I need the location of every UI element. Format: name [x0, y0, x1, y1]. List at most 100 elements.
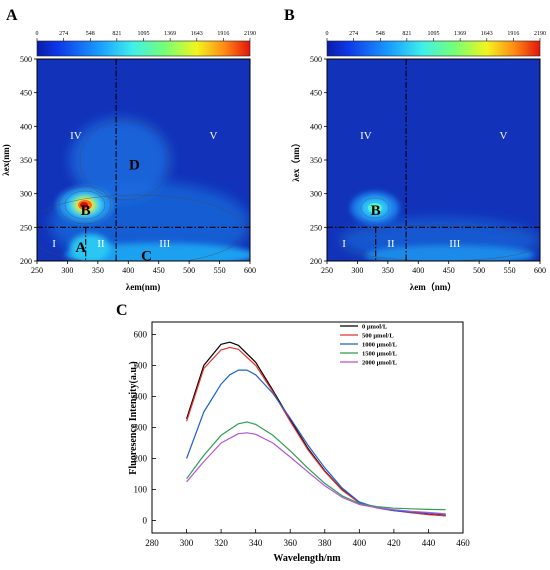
colorbar-tick-label: 2190 — [244, 31, 256, 37]
panel-b-letter: B — [284, 7, 295, 24]
region-label: IV — [70, 130, 82, 142]
series-line-1 — [186, 346, 446, 517]
colorbar-tick-label: 1095 — [428, 31, 440, 37]
series-line-0 — [186, 341, 446, 517]
y-tick-label: 350 — [310, 156, 322, 165]
x-tick-label: 350 — [382, 266, 394, 275]
colorbar-b: 0 274 548 821 1095 1369 1643 1916 2190 — [326, 31, 546, 57]
panel-a-letter: A — [6, 7, 18, 24]
y-tick-label: 200 — [310, 257, 322, 266]
y-tick-label: 100 — [134, 485, 148, 495]
colorbar-tick-label: 1643 — [481, 31, 493, 37]
y-tick-label: 450 — [310, 89, 322, 98]
colorbar-tick-label: 821 — [112, 31, 121, 37]
x-tick-label: 250 — [31, 266, 43, 275]
heatmap-b-divider-lines — [327, 59, 540, 261]
heatmap-b-xlabel: λem（nm） — [410, 282, 456, 292]
x-tick-label: 450 — [153, 266, 165, 275]
peak-label: A — [75, 240, 86, 256]
colorbar-a: 0 274 548 821 1095 1369 1643 1916 2190 — [36, 31, 256, 57]
y-tick-label: 400 — [310, 122, 322, 131]
region-label: II — [387, 238, 395, 250]
legend-label: 2000 μmol/L — [362, 360, 398, 367]
y-tick-label: 500 — [20, 55, 32, 64]
legend-label: 1000 μmol/L — [362, 342, 398, 349]
heatmap-a-ylabel: λex(nm) — [1, 144, 11, 175]
y-tick-label: 200 — [20, 257, 32, 266]
legend-label: 500 μmol/L — [362, 333, 394, 340]
panel-b: B 0 274 548 821 1095 1369 1643 1916 2190 I II IIII… — [284, 7, 546, 292]
region-label: V — [500, 130, 508, 142]
x-tick-label: 600 — [534, 266, 546, 275]
peak-label: C — [141, 248, 152, 264]
region-label: V — [210, 130, 218, 142]
colorbar-tick-label: 0 — [326, 31, 329, 37]
x-tick-label: 380 — [318, 538, 332, 548]
line-chart-legend: 0 μmol/L 500 μmol/L 1000 μmol/L 1500 μmol/L… — [340, 324, 398, 367]
series-line-2 — [186, 369, 446, 515]
legend-label: 0 μmol/L — [362, 324, 388, 331]
x-tick-label: 320 — [214, 538, 228, 548]
peak-label: D — [129, 157, 140, 173]
y-tick-label: 350 — [20, 156, 32, 165]
colorbar-b-ticks: 0 274 548 821 1095 1369 1643 1916 2190 — [326, 31, 546, 41]
colorbar-a-ticks: 0 274 548 821 1095 1369 1643 1916 2190 — [36, 31, 256, 41]
x-tick-label: 300 — [351, 266, 363, 275]
x-tick-label: 420 — [387, 538, 401, 548]
x-tick-label: 250 — [321, 266, 333, 275]
x-tick-label: 400 — [412, 266, 424, 275]
heatmap-a-xlabel: λem(nm) — [126, 282, 160, 292]
heatmap-b-field — [340, 192, 540, 261]
colorbar-tick-label: 548 — [86, 31, 95, 37]
y-tick-label: 200 — [134, 454, 148, 464]
colorbar-tick-label: 1369 — [454, 31, 466, 37]
colorbar-b-scale — [326, 40, 541, 57]
colorbar-tick-label: 1643 — [191, 31, 203, 37]
colorbar-tick-label: 0 — [36, 31, 39, 37]
y-tick-label: 250 — [310, 223, 322, 232]
x-tick-label: 500 — [473, 266, 485, 275]
heatmap-a-divider-lines — [37, 59, 250, 261]
series-line-3 — [186, 421, 446, 511]
heatmap-a-contours — [37, 119, 246, 261]
region-label: II — [97, 238, 105, 250]
y-tick-label: 300 — [310, 190, 322, 199]
x-tick-label: 300 — [61, 266, 73, 275]
legend-label: 1500 μmol/L — [362, 351, 398, 358]
x-tick-label: 500 — [183, 266, 195, 275]
line-chart-axes: 280 300 320 340 360 380 400 420 440 460 0 100 200 300… — [134, 329, 471, 548]
colorbar-tick-label: 274 — [59, 31, 68, 37]
x-tick-label: 400 — [353, 538, 367, 548]
line-chart-series — [186, 341, 446, 517]
x-tick-label: 280 — [145, 538, 159, 548]
y-tick-label: 300 — [134, 423, 148, 433]
colorbar-tick-label: 2190 — [534, 31, 546, 37]
colorbar-tick-label: 821 — [402, 31, 411, 37]
region-label: III — [159, 238, 170, 250]
x-tick-label: 600 — [244, 266, 256, 275]
heatmap-b-ylabel: λex（nm） — [291, 138, 301, 181]
peak-label: B — [371, 203, 381, 219]
colorbar-tick-label: 1095 — [138, 31, 150, 37]
panel-a: A 0 274 548 821 1095 1369 1643 1916 2190 I II IIII… — [1, 7, 256, 292]
x-tick-label: 550 — [214, 266, 226, 275]
panel-c: C 280 300 320 340 360 380 400 420 440 460 0 100 200 3… — [116, 302, 470, 564]
x-tick-label: 550 — [504, 266, 516, 275]
heatmap-a-peak-labels: A B C D — [75, 157, 152, 264]
panel-c-letter: C — [116, 302, 128, 319]
x-tick-label: 300 — [180, 538, 194, 548]
series-line-4 — [186, 432, 446, 515]
heatmap-b-peak-labels: B — [371, 203, 381, 219]
colorbar-tick-label: 548 — [376, 31, 385, 37]
y-tick-label: 250 — [20, 223, 32, 232]
region-label: III — [449, 238, 460, 250]
y-tick-label: 600 — [134, 329, 148, 339]
x-tick-label: 350 — [92, 266, 104, 275]
x-tick-label: 440 — [422, 538, 436, 548]
x-tick-label: 450 — [443, 266, 455, 275]
y-tick-label: 500 — [310, 55, 322, 64]
y-tick-label: 500 — [134, 360, 148, 370]
